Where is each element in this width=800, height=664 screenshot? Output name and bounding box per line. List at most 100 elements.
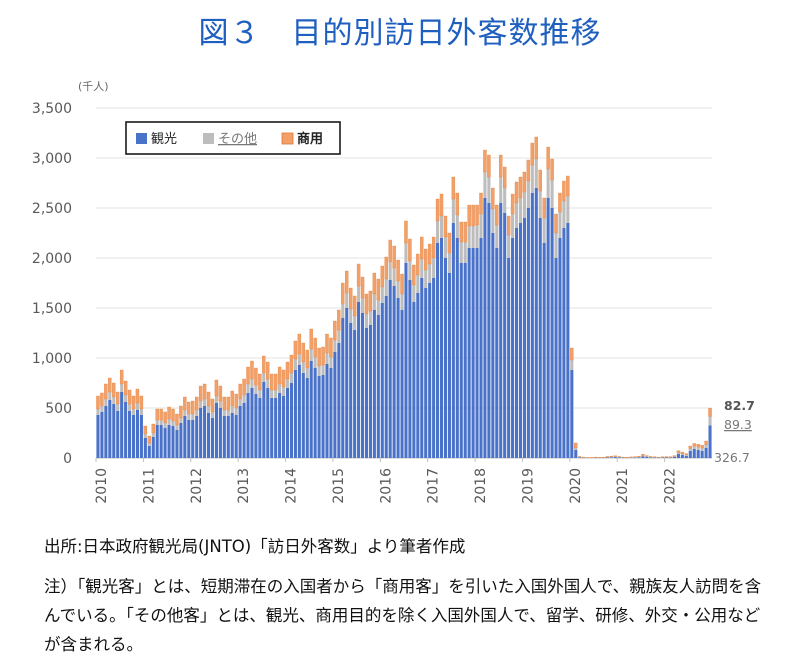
bar-business bbox=[562, 180, 566, 202]
bar-business bbox=[384, 256, 388, 280]
bar-tourism bbox=[495, 248, 499, 458]
bar-business bbox=[238, 383, 242, 400]
y-tick-label: 2,000 bbox=[32, 251, 72, 267]
bar-business bbox=[222, 396, 227, 411]
bar-tourism bbox=[364, 328, 369, 458]
bar-tourism bbox=[637, 457, 641, 458]
x-tick-label: 2010 bbox=[94, 468, 110, 504]
bar-other bbox=[325, 353, 329, 364]
x-tick-label: 2017 bbox=[426, 468, 442, 504]
bar-other bbox=[282, 387, 286, 396]
bar-tourism bbox=[309, 361, 313, 458]
bar-business bbox=[281, 369, 286, 388]
y-tick-label: 1,000 bbox=[32, 351, 72, 367]
bar-tourism bbox=[353, 330, 357, 458]
bar-business bbox=[123, 380, 128, 396]
bar-business bbox=[206, 391, 211, 407]
x-tick-label: 2022 bbox=[663, 468, 679, 504]
bar-other bbox=[266, 379, 270, 388]
x-tick-label: 2012 bbox=[189, 468, 205, 504]
axes: 3,500 3,000 2,500 2,000 1,500 1,000 500 0 2010 20… bbox=[32, 101, 679, 504]
bar-other bbox=[412, 285, 416, 302]
bar-tourism bbox=[203, 406, 207, 458]
bar-business bbox=[210, 398, 215, 413]
bar-other bbox=[234, 408, 238, 415]
bar-other bbox=[313, 357, 317, 368]
bar-other bbox=[704, 444, 708, 448]
bar-other bbox=[278, 384, 282, 393]
x-tick-label: 2015 bbox=[331, 468, 347, 504]
bar-tourism bbox=[333, 352, 337, 458]
bar-business bbox=[660, 456, 665, 458]
bar-tourism bbox=[361, 313, 365, 458]
bar-business bbox=[408, 238, 412, 262]
bar-tourism bbox=[305, 378, 309, 458]
y-unit-label: (千人) bbox=[78, 80, 109, 93]
bar-tourism bbox=[262, 382, 266, 458]
bar-business bbox=[380, 265, 384, 288]
bar-tourism bbox=[432, 278, 436, 458]
bar-tourism bbox=[388, 280, 392, 458]
bar-tourism bbox=[96, 415, 100, 458]
bar-business bbox=[135, 388, 140, 404]
bar-other bbox=[546, 169, 550, 198]
bar-other bbox=[128, 404, 132, 411]
bar-tourism bbox=[558, 238, 562, 458]
bar-other bbox=[637, 456, 641, 458]
bar-tourism bbox=[530, 193, 534, 458]
bar-tourism bbox=[230, 413, 234, 458]
x-tick-label: 2016 bbox=[378, 468, 394, 504]
bar-business bbox=[360, 276, 365, 299]
bar-business bbox=[633, 456, 637, 458]
bar-other bbox=[368, 311, 372, 325]
bar-tourism bbox=[254, 394, 258, 458]
bar-business bbox=[388, 239, 392, 263]
bar-tourism bbox=[104, 406, 108, 458]
bar-tourism bbox=[672, 457, 677, 458]
bar-business bbox=[514, 181, 519, 204]
note-text: 注）「観光客」とは、短期滞在の入国者から「商用客」を引いた入国外国人で、親族友人… bbox=[44, 577, 762, 654]
bar-tourism bbox=[483, 198, 487, 458]
bar-tourism bbox=[688, 451, 692, 458]
x-tick-label: 2019 bbox=[520, 468, 536, 504]
bar-business bbox=[131, 395, 136, 410]
bar-tourism bbox=[195, 416, 199, 458]
bar-other bbox=[104, 399, 108, 406]
bar-business bbox=[538, 169, 542, 192]
bar-business bbox=[455, 192, 459, 216]
bar-tourism bbox=[447, 273, 451, 458]
bar-tourism bbox=[183, 416, 187, 458]
bar-tourism bbox=[566, 223, 570, 458]
bar-other bbox=[96, 409, 100, 415]
bar-tourism bbox=[155, 425, 159, 458]
bar-business bbox=[558, 192, 562, 213]
bar-tourism bbox=[680, 455, 684, 458]
y-tick-label: 1,500 bbox=[32, 301, 72, 317]
bar-other bbox=[333, 340, 337, 352]
bar-business bbox=[684, 453, 689, 455]
bar-tourism bbox=[692, 449, 696, 458]
bar-business bbox=[155, 408, 159, 421]
bar-business bbox=[502, 166, 507, 189]
bar-tourism bbox=[289, 383, 293, 458]
bar-tourism bbox=[459, 263, 463, 458]
gridlines bbox=[96, 107, 712, 459]
bar-business bbox=[325, 333, 329, 354]
bar-other bbox=[353, 316, 357, 330]
bar-business bbox=[570, 347, 574, 361]
bar-tourism bbox=[428, 283, 432, 458]
bar-tourism bbox=[341, 318, 345, 458]
bar-other bbox=[447, 253, 451, 273]
bar-business bbox=[266, 361, 270, 380]
bar-tourism bbox=[187, 420, 191, 458]
bar-tourism bbox=[408, 280, 412, 458]
bar-business bbox=[352, 295, 357, 317]
bar-tourism bbox=[337, 343, 341, 458]
bar-business bbox=[518, 176, 523, 199]
bar-business bbox=[467, 204, 471, 227]
bar-tourism bbox=[570, 370, 574, 458]
bar-business bbox=[412, 264, 416, 286]
bar-other bbox=[479, 214, 483, 238]
bar-tourism bbox=[270, 398, 274, 458]
bar-other bbox=[463, 242, 467, 263]
